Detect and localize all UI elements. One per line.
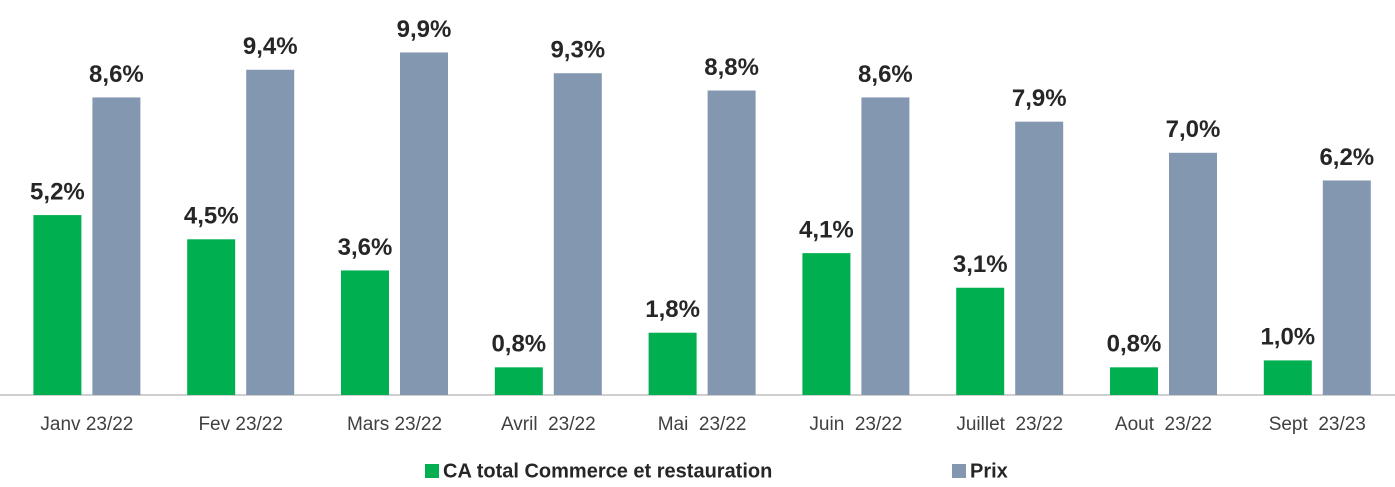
x-tick-label: Janv 23/22 [40, 414, 133, 435]
data-label: 8,8% [704, 54, 759, 81]
data-label: 1,8% [645, 296, 700, 323]
data-label: 9,9% [397, 16, 452, 43]
data-label: 7,0% [1166, 116, 1221, 143]
data-label: 5,2% [30, 178, 85, 205]
data-label: 4,5% [184, 203, 239, 230]
x-tick-label: Aout 23/22 [1115, 414, 1212, 435]
data-label: 9,4% [243, 33, 298, 60]
x-tick-label: Mars 23/22 [347, 414, 442, 435]
data-label: 8,6% [89, 61, 144, 88]
bar [802, 253, 851, 395]
bar [553, 73, 602, 395]
data-label: 3,6% [338, 234, 393, 261]
bar [1169, 152, 1217, 395]
x-tick-label: Fev 23/22 [198, 414, 283, 435]
bar [494, 367, 543, 395]
bar [400, 52, 448, 396]
bar [246, 69, 295, 395]
bar [92, 97, 141, 395]
legend-swatch [952, 464, 966, 478]
data-label: 0,8% [1107, 331, 1162, 358]
legend-label: CA total Commerce et restauration [443, 460, 772, 482]
legend-label: Prix [970, 460, 1008, 482]
x-tick-label: Juin 23/22 [809, 414, 902, 435]
bar [648, 332, 697, 395]
bar [1110, 367, 1158, 395]
x-tick-label: Avril 23/22 [501, 414, 596, 435]
data-label: 8,6% [858, 61, 913, 88]
x-tick-label: Mai 23/22 [658, 414, 747, 435]
bar [956, 287, 1005, 395]
data-label: 3,1% [953, 251, 1008, 278]
bar [1322, 180, 1371, 395]
bar [187, 239, 236, 395]
x-tick-label: Sept 23/23 [1269, 414, 1366, 435]
data-label: 4,1% [799, 216, 854, 243]
bar [707, 90, 756, 396]
bar [861, 97, 910, 395]
bar [1263, 360, 1312, 395]
bar [33, 215, 82, 395]
data-label: 0,8% [491, 331, 546, 358]
x-tick-label: Juillet 23/22 [956, 414, 1063, 435]
bar [1015, 121, 1064, 395]
data-label: 6,2% [1319, 144, 1374, 171]
bar [341, 270, 389, 395]
data-label: 9,3% [550, 37, 605, 64]
legend-swatch [425, 464, 439, 478]
data-label: 7,9% [1012, 85, 1067, 112]
data-label: 1,0% [1260, 324, 1315, 351]
